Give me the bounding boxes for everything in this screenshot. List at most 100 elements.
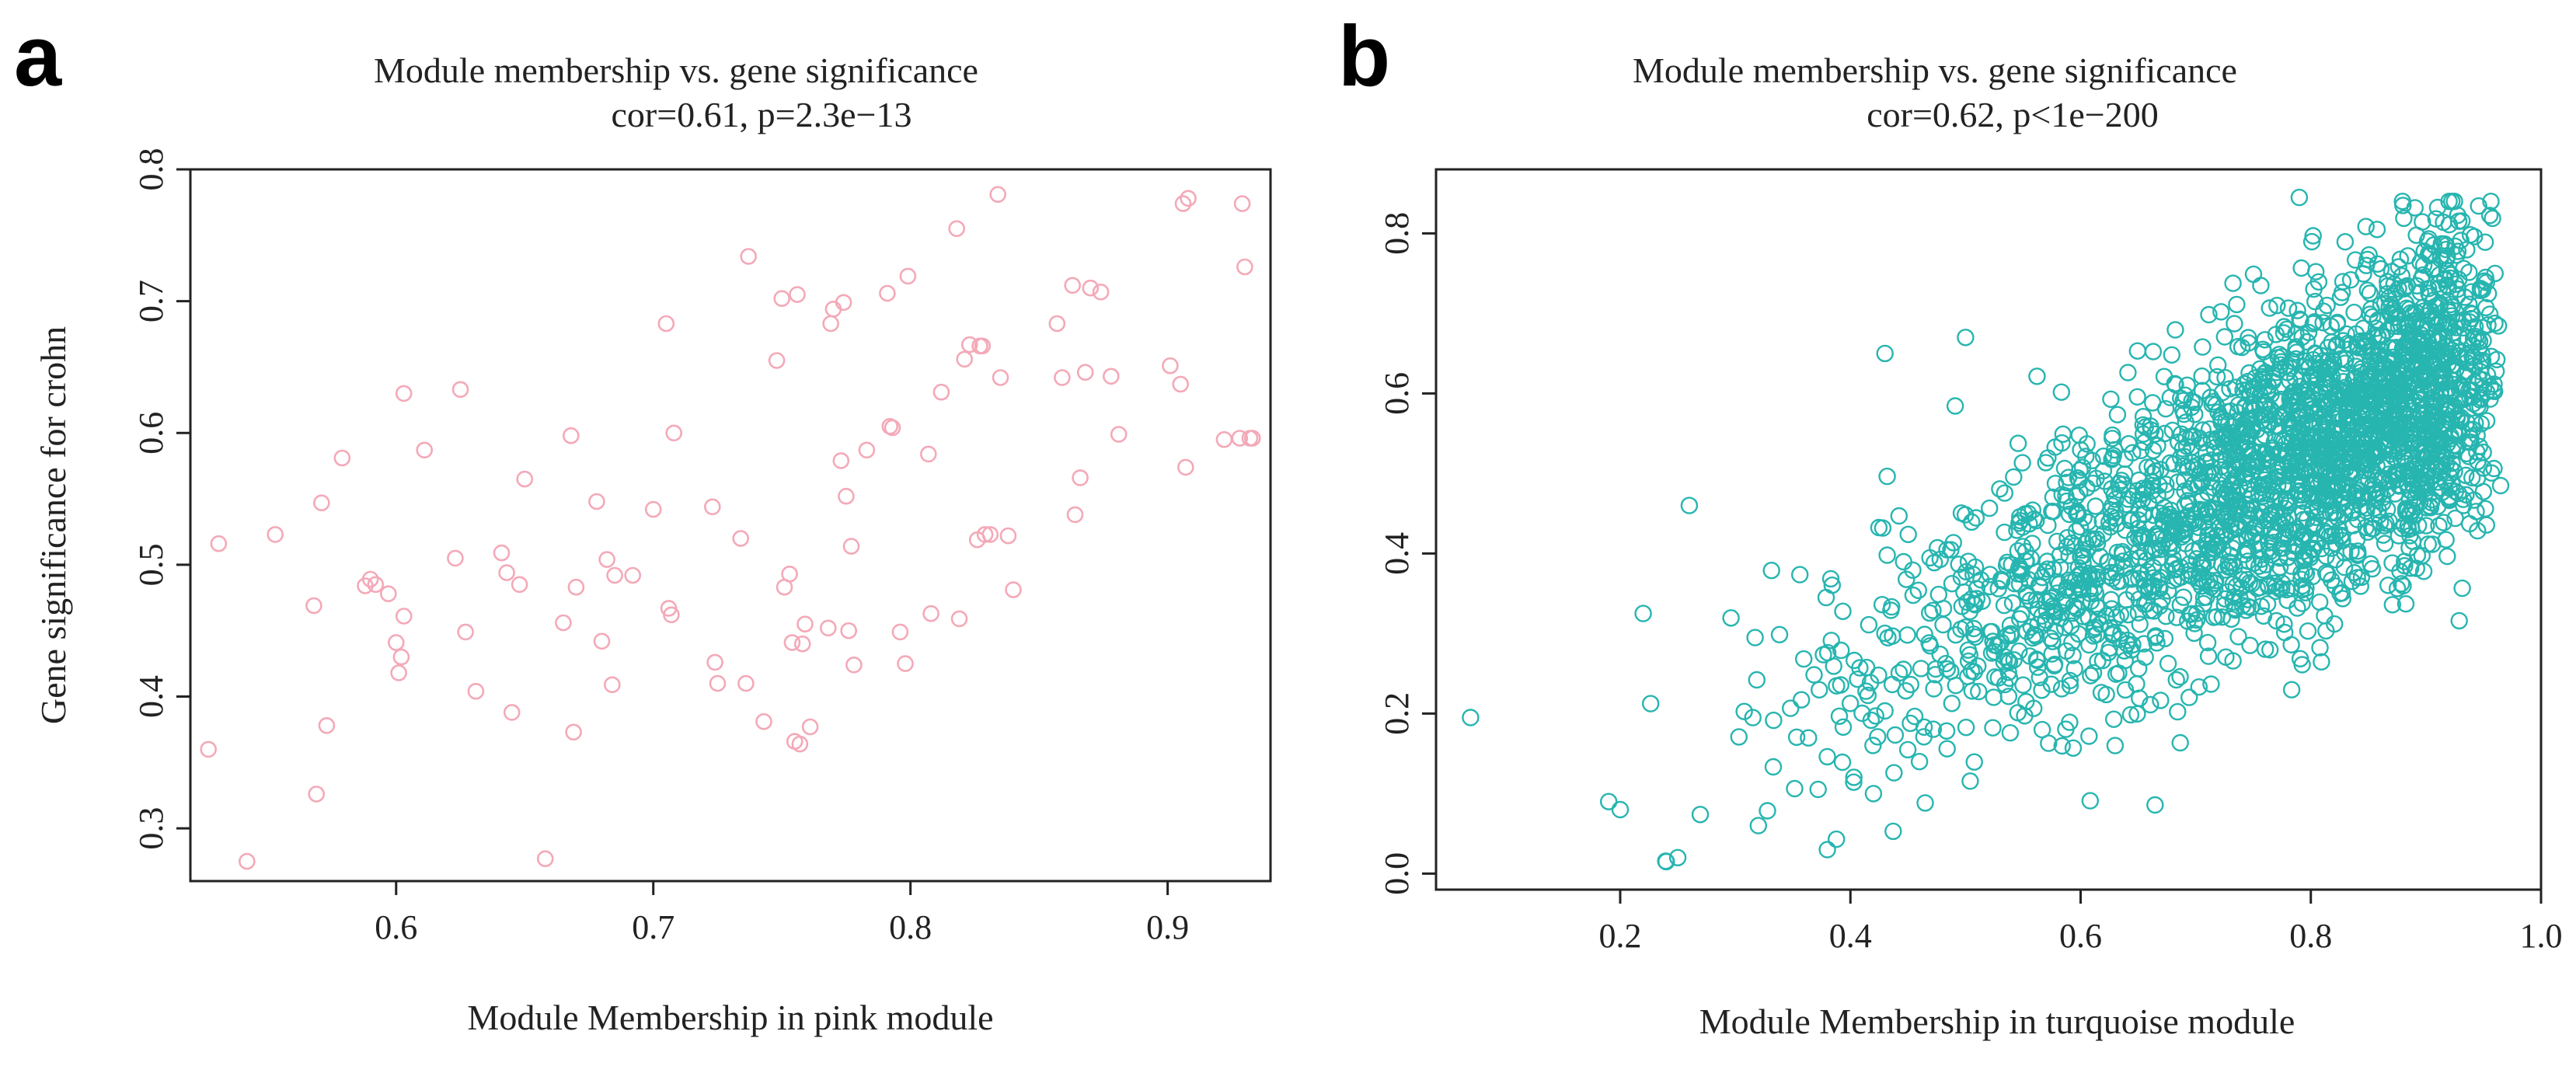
- data-point: [2231, 590, 2249, 608]
- data-point: [2224, 274, 2242, 292]
- data-point: [1244, 430, 1261, 447]
- data-point: [2271, 393, 2289, 411]
- data-point: [361, 570, 379, 588]
- data-point: [2311, 441, 2329, 460]
- data-point: [2045, 608, 2063, 625]
- data-point: [2336, 233, 2355, 251]
- data-point: [2440, 488, 2459, 506]
- data-point: [2466, 373, 2484, 392]
- data-point: [1832, 641, 1850, 660]
- data-point: [2278, 320, 2296, 338]
- data-point: [1937, 722, 1956, 740]
- data-point: [2409, 335, 2427, 353]
- data-point: [2108, 406, 2127, 423]
- data-point: [2081, 584, 2099, 603]
- data-point: [2309, 273, 2328, 291]
- data-point: [1764, 758, 1783, 776]
- data-point: [2046, 622, 2064, 640]
- data-point: [999, 527, 1017, 545]
- data-point: [932, 383, 950, 401]
- data-point: [1827, 830, 1846, 848]
- data-point: [2295, 455, 2314, 472]
- data-point: [2082, 667, 2100, 685]
- data-point: [2311, 639, 2329, 657]
- data-point: [2187, 604, 2206, 622]
- x-tick-label: 0.9: [1146, 908, 1189, 946]
- data-point: [2282, 636, 2300, 653]
- data-point: [1886, 726, 1905, 744]
- data-point: [732, 530, 750, 547]
- data-point: [588, 493, 605, 510]
- data-point: [2097, 607, 2116, 625]
- data-point: [1904, 561, 1922, 579]
- data-point: [2014, 676, 2032, 694]
- data-point: [2241, 399, 2260, 417]
- data-point: [2437, 373, 2455, 392]
- data-point: [2030, 577, 2048, 594]
- data-point: [2242, 500, 2261, 517]
- data-point: [598, 551, 615, 568]
- data-point: [2317, 414, 2336, 433]
- data-point: [1920, 634, 1938, 652]
- data-point: [2333, 284, 2351, 301]
- data-point: [2038, 560, 2057, 578]
- data-point: [1884, 822, 1902, 841]
- data-point: [2163, 421, 2182, 440]
- data-point: [2054, 425, 2072, 443]
- data-point: [2449, 287, 2466, 305]
- data-point: [797, 615, 814, 633]
- data-point: [603, 676, 621, 694]
- data-point: [1895, 660, 1912, 678]
- data-point: [1744, 709, 1762, 726]
- data-point: [2146, 796, 2164, 814]
- data-point: [2216, 368, 2234, 387]
- data-point: [2046, 438, 2064, 456]
- data-point: [820, 619, 837, 637]
- x-tick-label: 0.2: [1599, 917, 1642, 955]
- data-point: [2351, 363, 2370, 381]
- data-point: [2163, 518, 2182, 536]
- data-point: [2115, 465, 2134, 483]
- data-point: [2458, 413, 2476, 431]
- data-point: [1005, 581, 1022, 598]
- data-point: [2319, 440, 2337, 458]
- data-point: [2108, 573, 2127, 590]
- data-point: [2055, 459, 2074, 478]
- data-point: [2438, 547, 2456, 566]
- data-point: [2140, 583, 2158, 601]
- data-point: [2086, 497, 2104, 515]
- data-point: [1177, 458, 1194, 476]
- data-point: [2407, 559, 2426, 577]
- data-point: [2382, 305, 2400, 324]
- data-point: [2263, 521, 2281, 539]
- data-point: [703, 498, 721, 516]
- data-point: [1876, 624, 1894, 643]
- x-tick-label: 0.8: [2289, 917, 2332, 955]
- data-point: [2377, 514, 2395, 532]
- data-point: [845, 656, 863, 674]
- data-point: [2108, 543, 2127, 562]
- panel-a-subtitle: cor=0.61, p=2.3e−13: [612, 95, 912, 134]
- data-point: [2323, 518, 2341, 536]
- data-point: [2362, 555, 2379, 573]
- data-point: [1765, 711, 1783, 730]
- data-point: [2208, 356, 2227, 374]
- data-point: [1928, 538, 1947, 557]
- data-point: [2299, 622, 2317, 640]
- data-point: [2376, 535, 2394, 552]
- x-tick-label: 0.4: [1829, 917, 1872, 955]
- data-point: [842, 538, 860, 555]
- data-point: [773, 290, 791, 308]
- data-point: [2390, 527, 2408, 545]
- data-point: [493, 544, 511, 562]
- data-point: [2477, 516, 2496, 534]
- data-point: [1874, 519, 1892, 537]
- data-point: [2419, 333, 2438, 351]
- data-point: [2399, 354, 2417, 371]
- data-point: [2244, 265, 2263, 284]
- data-point: [593, 632, 611, 650]
- data-point: [2044, 632, 2062, 650]
- data-point: [2230, 517, 2248, 535]
- data-point: [2314, 314, 2332, 332]
- data-point: [2482, 347, 2501, 365]
